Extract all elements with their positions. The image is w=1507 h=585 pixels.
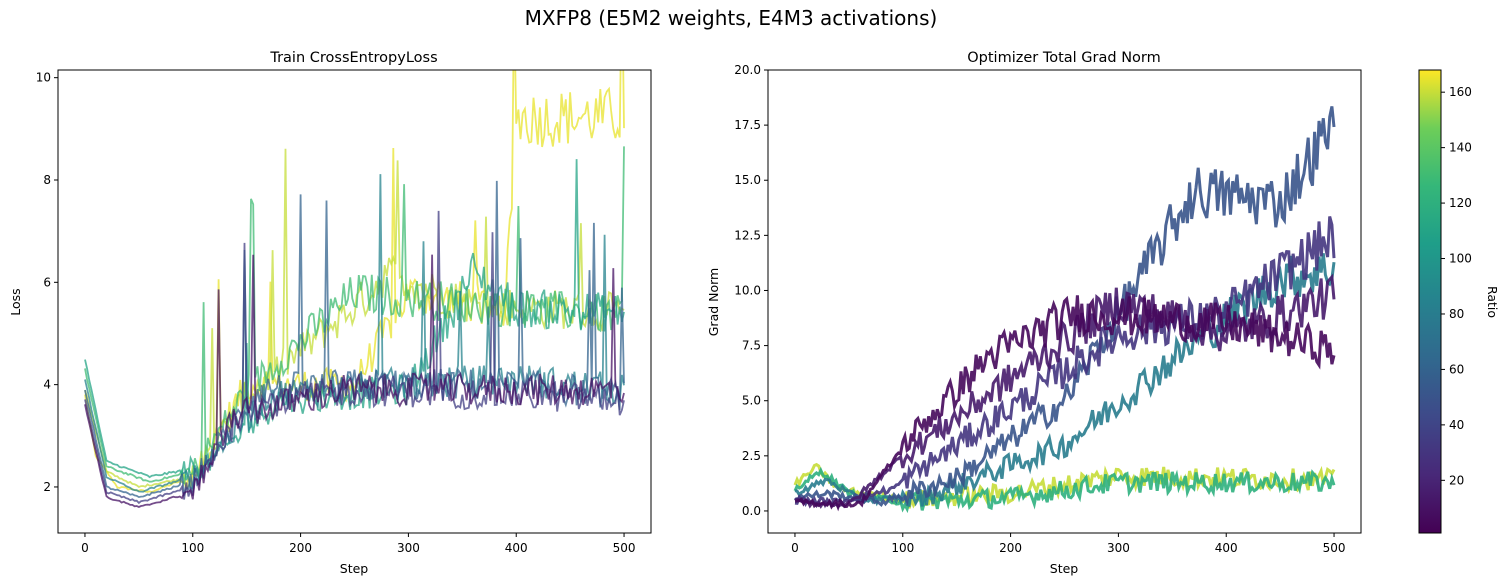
right-plot-area bbox=[793, 106, 1336, 514]
colorbar-tick-label: 140 bbox=[1449, 141, 1472, 155]
left-series-line bbox=[84, 210, 625, 505]
right-y-tick-label: 2.5 bbox=[742, 449, 761, 463]
right-series-line bbox=[794, 295, 1336, 512]
colorbar-gradient bbox=[1418, 69, 1442, 534]
colorbar-tick-label: 160 bbox=[1449, 85, 1472, 99]
right-panel: Optimizer Total Grad Norm 0 100 200 300 400 5… bbox=[706, 50, 1362, 576]
figure-title: MXFP8 (E5M2 weights, E4M3 activations) bbox=[525, 6, 938, 30]
right-x-tick-label: 100 bbox=[891, 541, 914, 555]
left-x-tick-label: 0 bbox=[81, 541, 89, 555]
right-series-line bbox=[794, 273, 1336, 509]
left-series-line bbox=[84, 148, 625, 490]
left-x-tick-label: 300 bbox=[397, 541, 420, 555]
left-x-tick-label: 500 bbox=[613, 541, 636, 555]
right-x-axis: 0 100 200 300 400 500 bbox=[791, 533, 1345, 555]
left-panel-title: Train CrossEntropyLoss bbox=[269, 50, 437, 66]
right-series-line bbox=[794, 253, 1336, 508]
right-y-tick-label: 7.5 bbox=[742, 339, 761, 353]
right-y-tick-label: 17.5 bbox=[734, 118, 761, 132]
left-x-tick-label: 100 bbox=[181, 541, 204, 555]
right-axes-frame bbox=[767, 69, 1362, 534]
colorbar-tick-label: 100 bbox=[1449, 252, 1472, 266]
colorbar-tick-label: 120 bbox=[1449, 196, 1472, 210]
right-series-line bbox=[793, 106, 1336, 507]
colorbar-tick-label: 80 bbox=[1449, 307, 1464, 321]
right-y-tick-label: 10.0 bbox=[734, 283, 761, 297]
left-panel: Train CrossEntropyLoss 0 100 200 300 400 500 … bbox=[8, 50, 652, 576]
left-series-line bbox=[84, 174, 625, 493]
colorbar-tick-label: 60 bbox=[1449, 362, 1464, 376]
right-x-tick-label: 300 bbox=[1107, 541, 1130, 555]
colorbar-label: Ratio bbox=[1485, 286, 1500, 318]
right-y-tick-label: 20.0 bbox=[734, 63, 761, 77]
colorbar-tick-label: 40 bbox=[1449, 418, 1464, 432]
left-x-tick-label: 200 bbox=[289, 541, 312, 555]
left-y-tick-label: 8 bbox=[43, 173, 51, 187]
left-plot-area bbox=[84, 70, 625, 508]
left-y-axis: 2 4 6 8 10 bbox=[36, 71, 58, 494]
left-y-tick-label: 6 bbox=[43, 275, 51, 289]
right-x-axis-label: Step bbox=[1050, 561, 1079, 576]
right-y-tick-label: 0.0 bbox=[742, 504, 761, 518]
left-y-tick-label: 4 bbox=[43, 378, 51, 392]
left-series-line bbox=[84, 159, 625, 481]
right-y-tick-label: 5.0 bbox=[742, 394, 761, 408]
left-series-line bbox=[84, 70, 625, 493]
colorbar-tick-label: 20 bbox=[1449, 473, 1464, 487]
right-x-tick-label: 400 bbox=[1215, 541, 1238, 555]
colorbar-ticks: 20 40 60 80 100 120 140 160 bbox=[1441, 85, 1472, 487]
left-y-tick-label: 10 bbox=[36, 71, 51, 85]
left-x-tick-label: 400 bbox=[505, 541, 528, 555]
right-x-tick-label: 200 bbox=[999, 541, 1022, 555]
left-series-line bbox=[84, 180, 625, 499]
right-panel-title: Optimizer Total Grad Norm bbox=[967, 50, 1161, 66]
left-x-axis: 0 100 200 300 400 500 bbox=[81, 533, 635, 555]
left-x-axis-label: Step bbox=[340, 561, 369, 576]
right-series-line bbox=[794, 216, 1336, 509]
colorbar: 20 40 60 80 100 120 140 160 Ratio bbox=[1418, 69, 1500, 534]
right-y-tick-label: 12.5 bbox=[734, 228, 761, 242]
right-x-tick-label: 0 bbox=[791, 541, 799, 555]
left-series-line bbox=[84, 146, 625, 485]
left-y-axis-label: Loss bbox=[8, 288, 23, 315]
right-y-tick-label: 15.0 bbox=[734, 173, 761, 187]
left-axes-frame bbox=[57, 69, 652, 534]
left-series-line bbox=[84, 254, 625, 508]
right-y-axis: 0.0 2.5 5.0 7.5 10.0 12.5 15.0 17.5 20.0 bbox=[734, 63, 768, 518]
left-y-tick-label: 2 bbox=[43, 480, 51, 494]
right-y-axis-label: Grad Norm bbox=[706, 268, 721, 337]
right-x-tick-label: 500 bbox=[1323, 541, 1346, 555]
